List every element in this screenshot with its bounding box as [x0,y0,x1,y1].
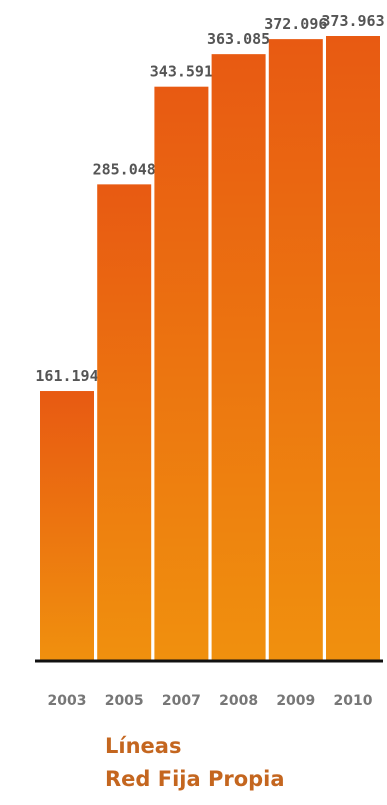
x-tick-label: 2003 [48,693,87,709]
x-tick-label: 2010 [334,693,373,709]
value-label: 363.085 [207,30,270,48]
value-label: 373.963 [321,12,384,30]
bar [97,184,152,660]
value-label: 343.591 [150,63,213,81]
value-label: 285.048 [93,160,156,178]
bar [326,36,380,660]
x-tick-label: 2008 [219,693,258,709]
x-tick-label: 2009 [276,693,315,709]
x-tick-label: 2005 [105,693,144,709]
bar [154,86,209,661]
value-label: 372.096 [264,15,327,33]
x-tick-label: 2007 [162,693,201,709]
chart-title: Líneas [105,734,181,758]
value-label: 161.194 [35,367,98,385]
chart-title: Red Fija Propia [105,767,285,791]
bar [40,391,94,660]
bar [268,39,323,661]
bar [211,54,266,661]
